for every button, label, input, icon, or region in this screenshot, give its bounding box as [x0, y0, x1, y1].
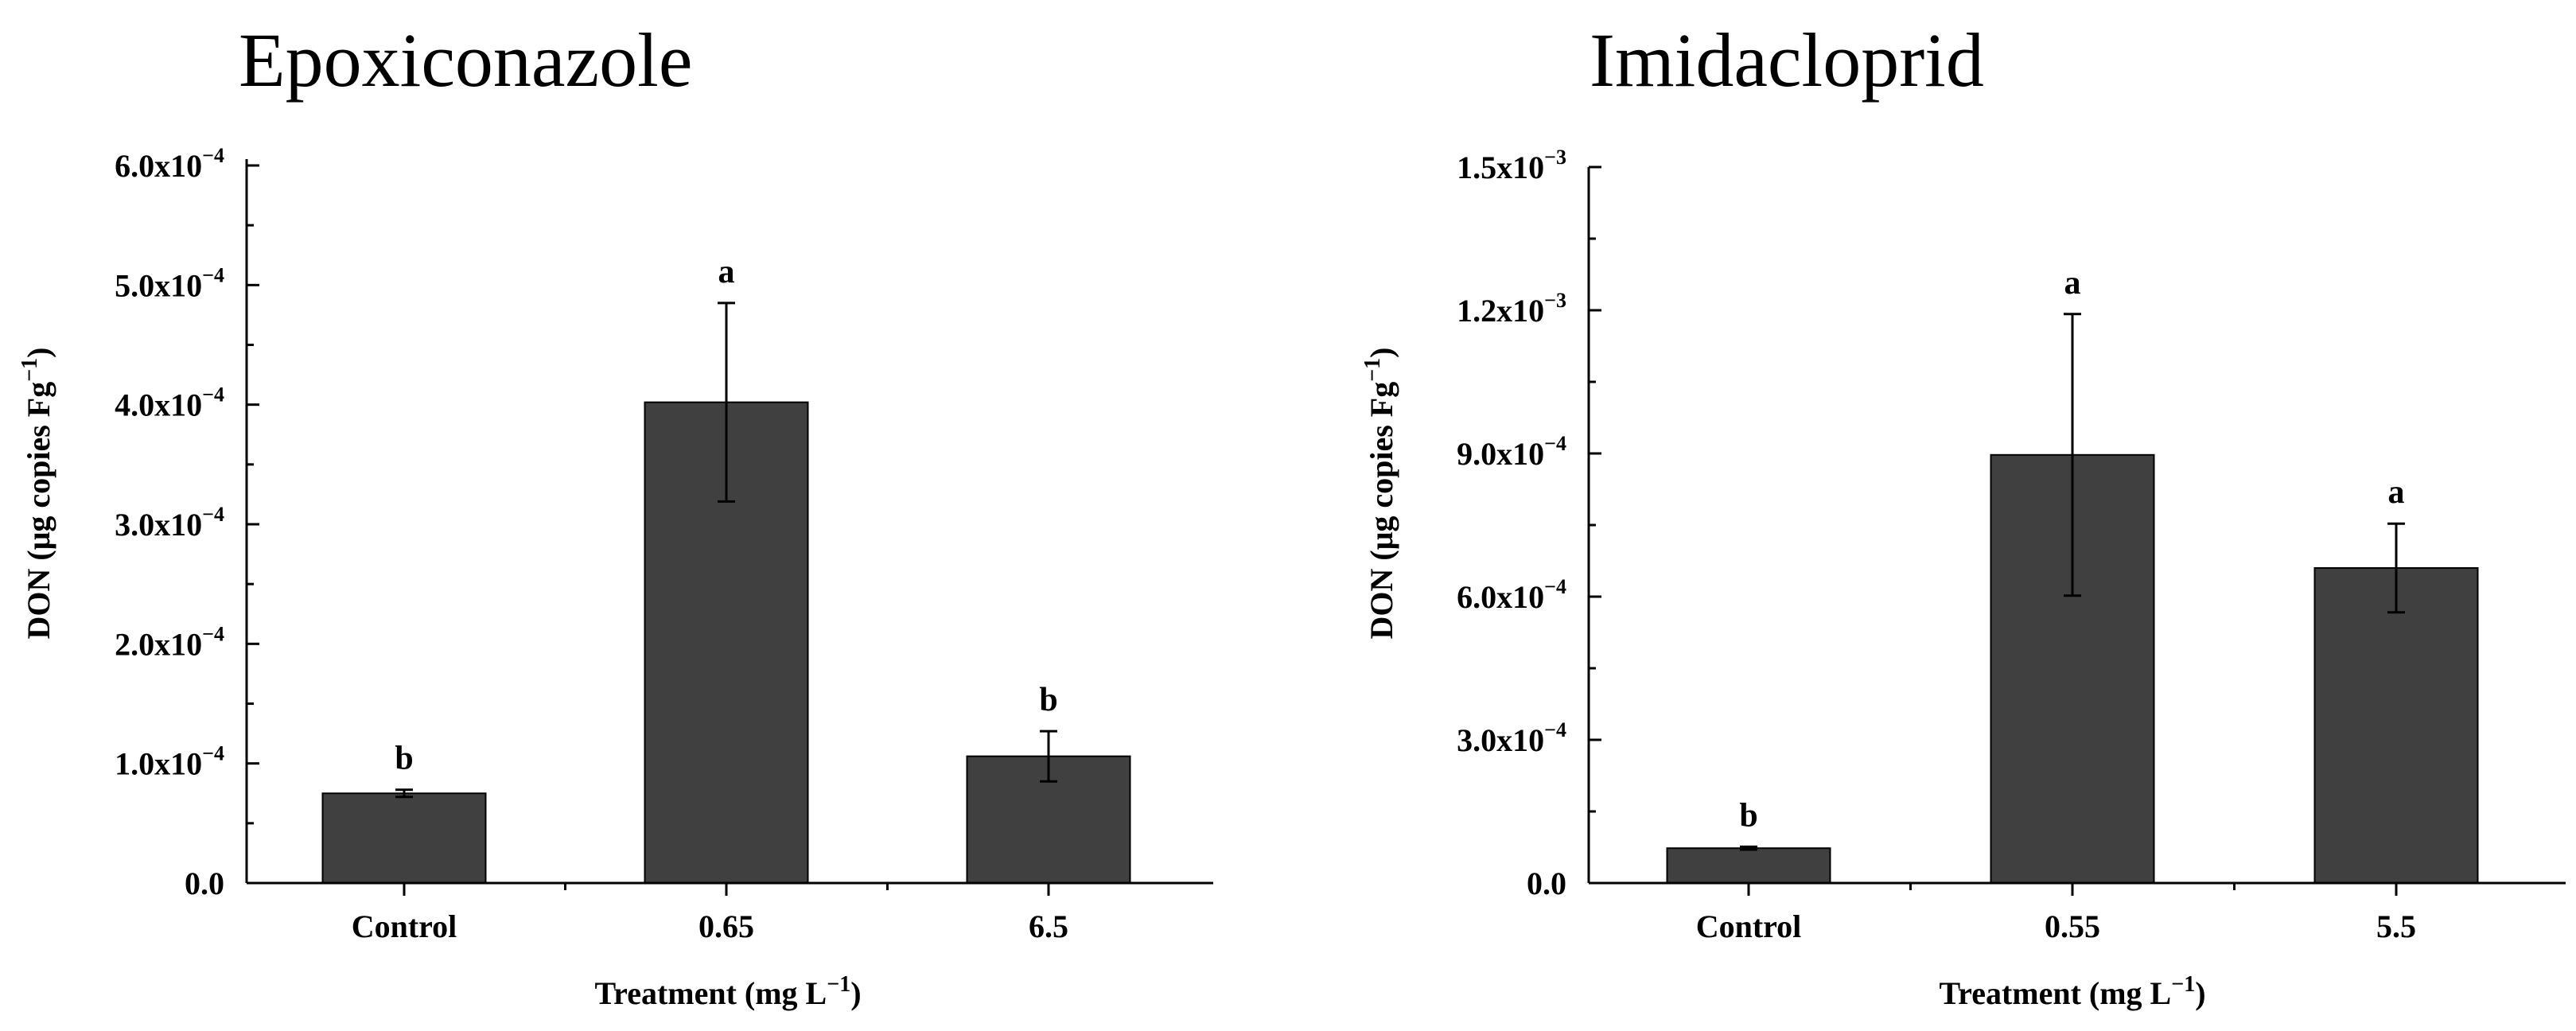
bar-Control [1666, 847, 1831, 884]
y-tick-label: 9.0x10−4 [1457, 432, 1566, 472]
x-tick-label: 6.5 [1029, 908, 1068, 944]
significance-label: a [2064, 265, 2081, 302]
x-axis-label: Treatment (mg L−1) [1939, 972, 2205, 1011]
y-tick-label: 6.0x10−4 [1457, 575, 1566, 615]
y-axis-label: DON (μg copies Fg−1) [18, 347, 56, 639]
x-tick-label: 0.65 [698, 908, 754, 944]
chart-title: Imidacloprid [1590, 18, 1984, 103]
x-tick-label: Control [1696, 908, 1802, 944]
y-tick-label: 1.2x10−3 [1457, 289, 1566, 329]
x-tick-label: 0.55 [2045, 908, 2100, 944]
y-tick-label: 3.0x10−4 [115, 503, 224, 543]
y-tick-label: 5.0x10−4 [115, 263, 224, 303]
significance-label: b [1739, 797, 1757, 834]
y-tick-label: 3.0x10−4 [1457, 718, 1566, 758]
significance-label: b [1039, 682, 1057, 718]
y-tick-label: 0.0 [185, 866, 224, 901]
x-tick-label: 5.5 [2376, 908, 2416, 944]
chart-title: Epoxiconazole [239, 18, 692, 103]
chart-epoxiconazole: Epoxiconazole 0.0 1.0x10−4 2.0x10−4 3.0x10−… [18, 18, 1213, 1011]
y-tick-label: 4.0x10−4 [115, 383, 224, 423]
significance-label: a [718, 254, 735, 290]
y-tick-label: 1.0x10−4 [115, 742, 224, 782]
significance-label: a [2388, 474, 2405, 511]
x-tick-label: Control [352, 908, 457, 944]
y-axis-label: DON (μg copies Fg−1) [1360, 347, 1399, 639]
y-tick-label: 0.0 [1527, 866, 1566, 901]
bar-Control [321, 792, 487, 884]
x-axis-label: Treatment (mg L−1) [594, 972, 861, 1011]
bar-5.5 [2313, 567, 2479, 884]
bar-0.65 [644, 401, 809, 885]
bar-0.55 [1990, 453, 2155, 884]
significance-label: b [395, 741, 413, 777]
y-tick-label: 6.0x10−4 [115, 144, 224, 184]
y-tick-label: 2.0x10−4 [115, 622, 224, 662]
chart-imidacloprid: Imidacloprid 0.0 3.0x10−4 6.0x10−4 9.0x10−4… [1360, 18, 2566, 1011]
y-tick-label: 1.5x10−3 [1457, 146, 1566, 185]
